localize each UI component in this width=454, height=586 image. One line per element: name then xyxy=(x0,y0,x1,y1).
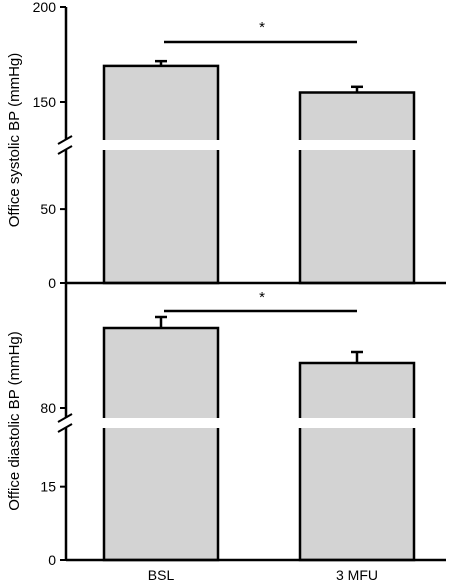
y-axis-title: Office diastolic BP (mmHg) xyxy=(6,331,23,511)
y-tick-label: 80 xyxy=(40,400,56,416)
axis-break-gap xyxy=(60,418,440,428)
systolic-bp-panel: 0 50 150 200 Office systolic BP (mmHg) * xyxy=(6,0,446,291)
y-tick-label: 200 xyxy=(33,0,57,15)
diastolic-bp-panel: 0 15 80 Office diastolic BP (mmHg) * xyxy=(6,283,446,568)
bar-3mfu xyxy=(298,91,416,285)
bar-bsl xyxy=(102,64,220,285)
y-tick-label: 15 xyxy=(40,479,56,495)
y-tick-label: 0 xyxy=(48,552,56,568)
x-tick-label-3mfu: 3 MFU xyxy=(336,567,378,583)
y-tick-label: 0 xyxy=(48,275,56,291)
significance-marker: * xyxy=(259,289,265,306)
y-tick-label: 50 xyxy=(40,201,56,217)
significance-marker: * xyxy=(259,19,265,36)
bar-3mfu xyxy=(298,361,416,562)
y-tick-label: 150 xyxy=(33,94,57,110)
bar-bsl xyxy=(102,326,220,562)
y-axis-title: Office systolic BP (mmHg) xyxy=(6,53,23,227)
axis-break-gap xyxy=(60,140,440,150)
x-tick-label-bsl: BSL xyxy=(148,567,175,583)
x-category-labels: BSL 3 MFU xyxy=(148,567,378,583)
